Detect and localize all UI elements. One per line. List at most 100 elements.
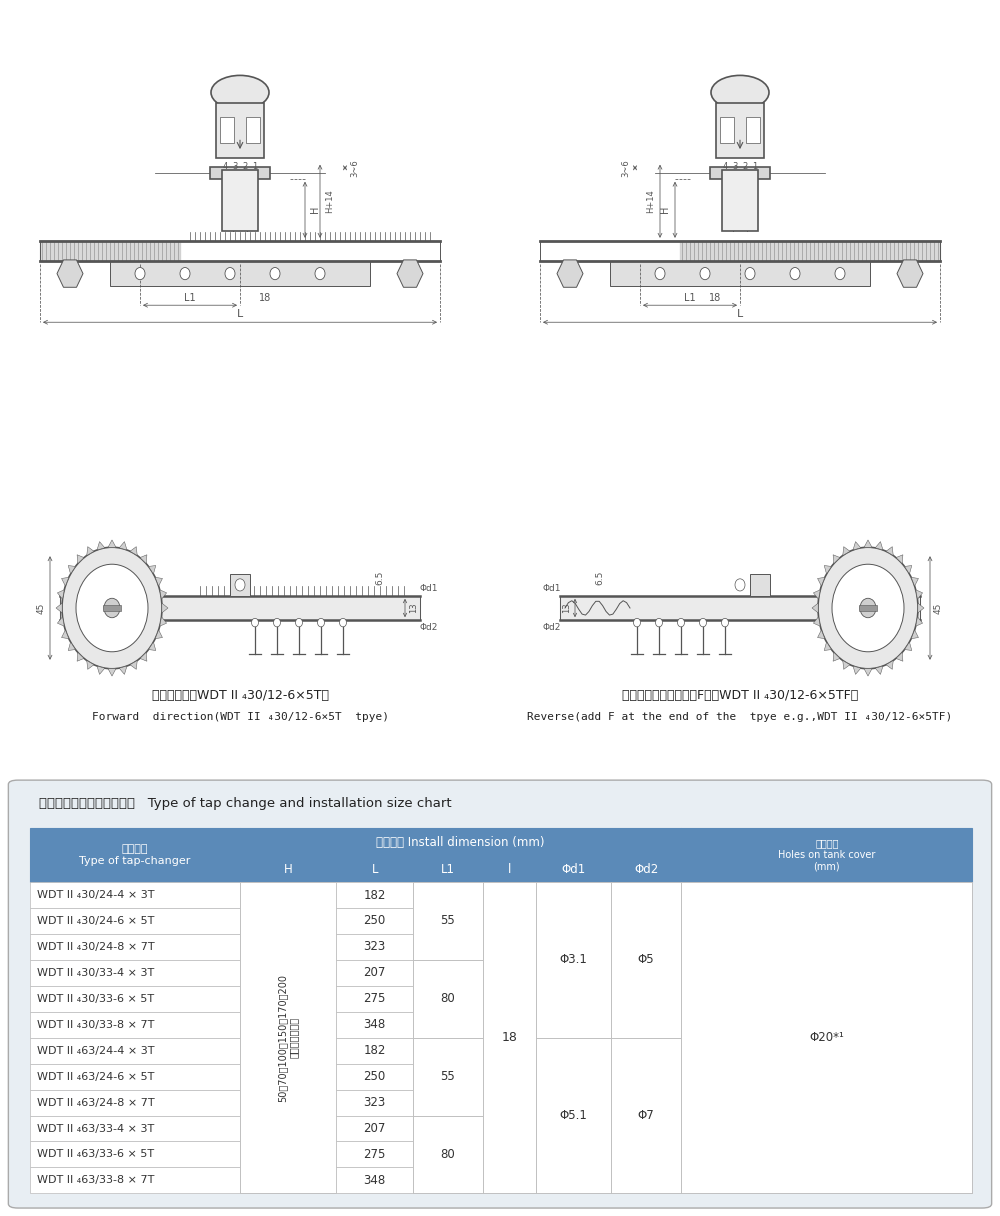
Bar <box>413 882 483 908</box>
Text: 207: 207 <box>363 967 386 979</box>
Bar <box>536 1012 611 1037</box>
Circle shape <box>270 268 280 280</box>
Circle shape <box>735 579 745 591</box>
Bar <box>859 604 877 610</box>
Polygon shape <box>824 642 832 651</box>
Polygon shape <box>853 666 861 675</box>
Bar <box>246 117 260 143</box>
Bar <box>30 1012 240 1037</box>
Polygon shape <box>87 660 94 669</box>
Text: Φ20*¹: Φ20*¹ <box>809 1031 844 1045</box>
Bar <box>30 1064 240 1090</box>
Bar <box>240 934 336 959</box>
Bar <box>611 934 681 959</box>
Polygon shape <box>119 541 127 550</box>
Text: WDT II ₄30/33-8 × 7T: WDT II ₄30/33-8 × 7T <box>37 1020 155 1030</box>
Circle shape <box>634 619 640 627</box>
Text: 4: 4 <box>222 162 228 171</box>
Text: H: H <box>660 206 670 214</box>
Text: 348: 348 <box>364 1173 386 1187</box>
Bar <box>681 934 972 959</box>
Polygon shape <box>824 565 832 574</box>
Polygon shape <box>62 578 69 586</box>
Circle shape <box>252 619 258 627</box>
Bar <box>611 1142 681 1167</box>
Bar <box>611 1037 681 1064</box>
Bar <box>483 1142 536 1167</box>
Bar <box>536 908 611 934</box>
Text: 18: 18 <box>709 293 721 303</box>
Bar <box>611 1115 681 1142</box>
Polygon shape <box>140 554 147 564</box>
Bar <box>336 908 413 934</box>
Bar <box>536 1142 611 1167</box>
Bar <box>413 986 483 1012</box>
Circle shape <box>790 268 800 280</box>
Polygon shape <box>77 554 84 564</box>
Text: WDT II ₄63/33-4 × 3T: WDT II ₄63/33-4 × 3T <box>37 1124 155 1133</box>
Bar <box>413 1037 483 1064</box>
Text: 275: 275 <box>363 1148 386 1161</box>
Polygon shape <box>155 630 162 638</box>
Bar <box>30 882 240 908</box>
Text: 正向（型号如WDT II ₄30/12-6×5T）: 正向（型号如WDT II ₄30/12-6×5T） <box>152 689 328 702</box>
Circle shape <box>700 268 710 280</box>
Polygon shape <box>833 554 840 564</box>
Bar <box>30 934 240 959</box>
Polygon shape <box>864 669 872 676</box>
Bar <box>611 1064 681 1090</box>
Bar <box>611 959 681 986</box>
Ellipse shape <box>211 75 269 109</box>
Polygon shape <box>62 630 69 638</box>
Bar <box>483 1115 536 1142</box>
Text: H+14: H+14 <box>325 190 334 213</box>
Text: L: L <box>371 863 378 876</box>
Bar <box>413 1142 483 1167</box>
Polygon shape <box>864 540 872 547</box>
Polygon shape <box>916 617 923 626</box>
Polygon shape <box>57 617 64 626</box>
Bar <box>681 828 972 882</box>
Text: Forward  direction(WDT II ₄30/12-6×5T  tpye): Forward direction(WDT II ₄30/12-6×5T tpy… <box>92 713 388 722</box>
Text: 45: 45 <box>934 602 943 614</box>
Bar <box>240 1037 336 1064</box>
Polygon shape <box>160 590 167 599</box>
Polygon shape <box>148 565 156 574</box>
Polygon shape <box>818 630 825 638</box>
Bar <box>536 1115 611 1142</box>
Bar <box>210 167 270 179</box>
Bar <box>610 261 870 286</box>
Bar <box>336 934 413 959</box>
Bar <box>413 1115 483 1142</box>
Text: l: l <box>507 863 511 876</box>
Bar <box>413 1064 483 1090</box>
Text: H: H <box>284 863 292 876</box>
Circle shape <box>235 579 245 591</box>
Bar <box>536 959 611 986</box>
Text: 55: 55 <box>441 914 455 928</box>
Polygon shape <box>140 652 147 662</box>
Polygon shape <box>68 565 76 574</box>
Bar <box>336 857 413 882</box>
Bar <box>746 117 760 143</box>
Text: L1: L1 <box>441 863 455 876</box>
Circle shape <box>832 564 904 652</box>
Polygon shape <box>148 642 156 651</box>
Text: H: H <box>310 206 320 214</box>
Text: WDT II ₄63/24-6 × 5T: WDT II ₄63/24-6 × 5T <box>37 1071 155 1081</box>
Bar <box>681 1064 972 1090</box>
Bar <box>681 1167 972 1193</box>
Bar <box>536 1090 611 1115</box>
Bar <box>413 882 483 959</box>
Bar <box>536 1037 611 1064</box>
Bar <box>483 857 536 882</box>
Polygon shape <box>875 666 883 675</box>
Bar <box>30 1037 240 1064</box>
Text: 18: 18 <box>259 293 271 303</box>
Circle shape <box>835 268 845 280</box>
Circle shape <box>722 619 728 627</box>
Circle shape <box>318 619 324 627</box>
Bar <box>30 908 240 934</box>
Polygon shape <box>813 617 820 626</box>
Polygon shape <box>896 554 903 564</box>
